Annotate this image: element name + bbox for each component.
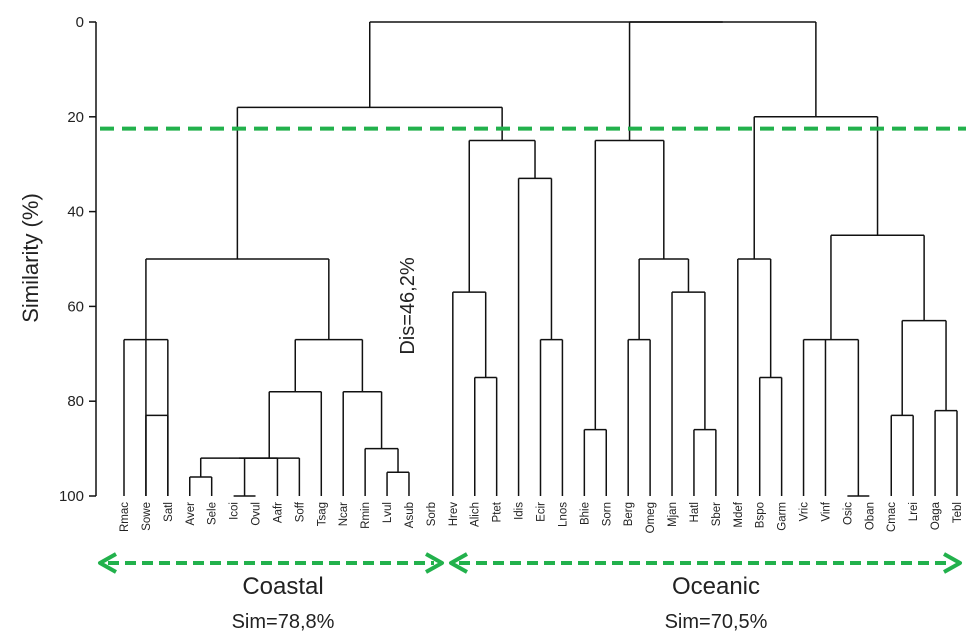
leaf-label-osic: Osic <box>842 502 854 525</box>
leaf-label-idis: Idis <box>514 502 526 520</box>
leaf-label-ovul: Ovul <box>251 502 263 526</box>
merge-c9 <box>342 390 383 496</box>
leaf-label-hatl: Hatl <box>689 502 701 522</box>
leaf-label-tsag: Tsag <box>316 502 328 526</box>
leaf-label-sele: Sele <box>207 502 219 525</box>
merge-c10 <box>294 338 364 392</box>
y-tick-label-0: 0 <box>76 14 84 31</box>
leaf-label-lvul: Lvul <box>382 502 394 523</box>
leaf-label-ecir: Ecir <box>536 502 548 522</box>
merge-c32 <box>753 116 879 259</box>
leaf-label-rmin: Rmin <box>360 502 372 529</box>
y-tick-label-20: 20 <box>67 109 84 126</box>
group-coastal-similarity: Sim=78,8% <box>232 611 335 633</box>
leaf-label-oaga: Oaga <box>930 501 942 530</box>
leaf-label-aver: Aver <box>185 502 197 526</box>
arrow-head-left <box>449 552 468 574</box>
y-axis-title: Similarity (%) <box>18 193 43 323</box>
merge-c11 <box>145 258 330 340</box>
merge-c28 <box>890 414 914 496</box>
leaf-label-lnos: Lnos <box>557 502 569 527</box>
leaf-label-bhie: Bhie <box>579 502 591 525</box>
merge-c30 <box>901 319 947 416</box>
merge-c12 <box>473 376 498 496</box>
leaf-label-tebl: Tebl <box>952 502 964 523</box>
leaf-label-berg: Berg <box>623 502 635 526</box>
leaf-label-icoi: Icoi <box>229 502 241 520</box>
leaf-label-omeg: Omeg <box>645 502 657 533</box>
merge-c15 <box>517 177 553 496</box>
merge-c20 <box>693 428 717 496</box>
dendrogram-tree <box>123 21 958 497</box>
merge-c2 <box>189 476 213 496</box>
leaf-label-rmac: Rmac <box>119 502 131 532</box>
group-arrow-coastal <box>98 552 444 574</box>
merge-c33 <box>628 21 817 141</box>
leaf-label-ptet: Ptet <box>492 501 504 522</box>
leaf-label-bspo: Bspo <box>755 502 767 528</box>
merge-c7 <box>386 471 410 496</box>
merge-c23 <box>594 139 665 430</box>
merge-c19 <box>627 338 651 496</box>
merge-c5 <box>239 457 301 496</box>
leaf-label-hrev: Hrev <box>448 502 460 527</box>
leaf-label-aafr: Aafr <box>272 502 284 523</box>
y-tick-label-100: 100 <box>59 488 84 505</box>
merge-c13 <box>452 291 487 496</box>
leaf-label-sorb: Sorb <box>426 502 438 526</box>
merge-c1 <box>145 414 169 496</box>
group-coastal-name: Coastal <box>242 573 323 600</box>
leaf-label-oban: Oban <box>864 502 876 530</box>
y-axis: 0 20 40 60 80 100 <box>59 14 97 505</box>
arrow-head-right <box>943 552 962 574</box>
merge-c34 <box>369 21 723 108</box>
merge-c21 <box>671 291 706 496</box>
group-arrow-oceanic <box>449 552 962 574</box>
leaf-label-satl: Satl <box>163 502 175 522</box>
group-brackets <box>98 552 962 574</box>
leaf-label-sorn: Sorn <box>601 502 613 526</box>
leaf-label-mjan: Mjan <box>667 502 679 527</box>
y-tick-label-80: 80 <box>67 393 84 410</box>
leaf-label-cmac: Cmac <box>886 502 898 532</box>
group-oceanic-name: Oceanic <box>672 573 760 600</box>
merge-c31 <box>830 234 925 340</box>
leaf-label-garm: Garm <box>777 502 789 531</box>
leaf-label-sowe: Sowe <box>141 502 153 531</box>
leaf-label-alich: Alich <box>470 502 482 527</box>
group-oceanic-similarity: Sim=70,5% <box>665 611 768 633</box>
leaf-label-vinf: Vinf <box>820 501 832 521</box>
arrow-head-left <box>98 552 117 574</box>
merge-c22 <box>638 258 690 340</box>
leaf-label-sber: Sber <box>711 502 723 526</box>
merge-c16 <box>468 139 536 293</box>
dissimilarity-annotation: Dis=46,2% <box>397 257 419 354</box>
y-tick-label-60: 60 <box>67 298 84 315</box>
leaf-label-soff: Soff <box>294 501 306 522</box>
merge-c27 <box>802 338 860 496</box>
merge-c18 <box>583 428 608 496</box>
merge-c14 <box>539 338 564 496</box>
leaf-labels: Rmac Sowe Satl Aver Sele Icoi Ovul Aafr Soff Tsag… <box>119 501 964 533</box>
merge-c29 <box>934 409 958 496</box>
leaf-label-mdef: Mdef <box>733 501 745 527</box>
arrow-head-right <box>425 552 444 574</box>
leaf-label-lrei: Lrei <box>908 502 920 521</box>
merge-c24 <box>758 376 783 496</box>
leaf-label-ncar: Ncar <box>338 502 350 526</box>
y-tick-label-40: 40 <box>67 204 84 221</box>
leaf-label-asub: Asub <box>404 502 416 528</box>
leaf-label-vric: Vric <box>799 502 811 522</box>
